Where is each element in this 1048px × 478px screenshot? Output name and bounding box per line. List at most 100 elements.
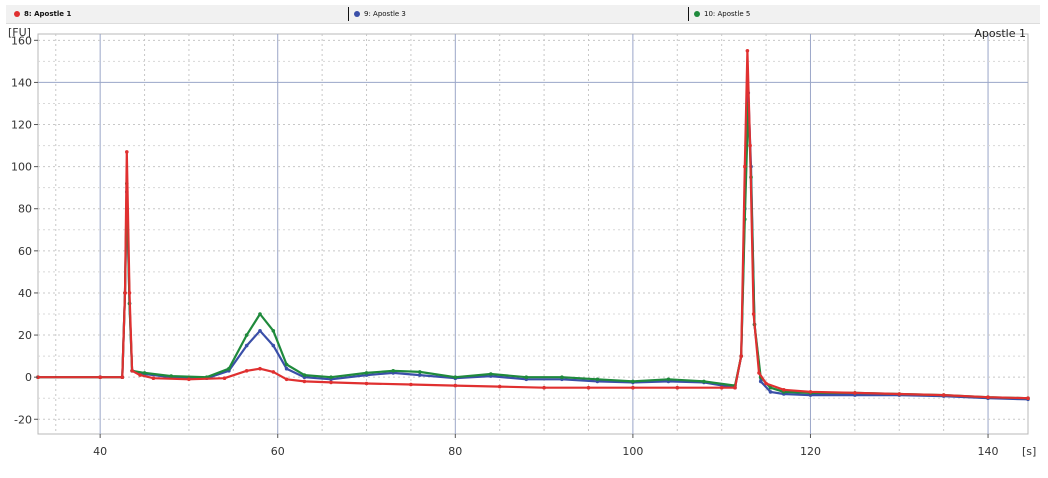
x-tick-label: 100 (622, 445, 643, 458)
data-point (138, 373, 142, 377)
data-point (130, 369, 134, 373)
tab-separator (348, 7, 349, 21)
data-point (748, 143, 752, 148)
sample-tab-label: 8: Apostle 1 (24, 10, 72, 18)
x-tick-label: 80 (448, 445, 462, 458)
y-tick-label: 0 (25, 371, 32, 384)
x-tick-label: 120 (800, 445, 821, 458)
data-point (768, 390, 773, 394)
data-point (986, 395, 990, 400)
data-point (702, 379, 706, 384)
y-tick-label: 80 (18, 203, 32, 216)
data-point (733, 385, 737, 390)
data-point (271, 329, 276, 333)
data-point (758, 379, 763, 384)
data-point (418, 370, 422, 374)
sample-tab-label: 9: Apostle 3 (364, 10, 406, 18)
data-point (768, 385, 773, 390)
sample-tab-apostle-3[interactable]: 9: Apostle 3 (348, 5, 406, 23)
data-point (941, 393, 946, 397)
data-point (227, 366, 231, 371)
data-point (142, 371, 147, 375)
y-tick-label: 20 (18, 329, 32, 342)
data-point (542, 385, 546, 390)
sample-tab-apostle-1[interactable]: 8: Apostle 1 (14, 5, 71, 23)
data-point (719, 385, 724, 390)
data-point (764, 381, 768, 386)
y-tick-label: -20 (14, 413, 32, 426)
data-point (745, 49, 750, 53)
data-point (595, 377, 600, 382)
y-tick-label: 140 (11, 76, 32, 89)
data-point (284, 362, 289, 367)
data-point (127, 291, 132, 295)
data-point (244, 369, 249, 373)
y-tick-label: 60 (18, 245, 32, 258)
data-point (391, 369, 396, 373)
green-marker-icon (694, 11, 700, 17)
data-point (329, 375, 333, 380)
data-point (258, 329, 262, 333)
data-point (258, 312, 262, 316)
data-point (302, 379, 307, 384)
data-point (453, 375, 458, 380)
data-point (271, 370, 276, 374)
data-point (489, 372, 493, 376)
data-point (418, 373, 422, 377)
data-point (120, 375, 125, 380)
axes-group: -20 0 20 40 60 80 100 120 140 160 40 60 80 100 120 140 (11, 34, 999, 458)
data-point (284, 377, 289, 382)
data-point (524, 375, 529, 380)
data-point (666, 377, 671, 382)
data-point (631, 385, 635, 390)
data-point (364, 371, 369, 375)
data-point (739, 354, 743, 358)
data-point (853, 391, 857, 395)
data-point (187, 377, 191, 382)
x-tick-label: 60 (271, 445, 285, 458)
data-point (586, 385, 591, 390)
data-point (631, 379, 635, 384)
data-point (453, 383, 458, 388)
data-point (284, 366, 289, 371)
data-point (258, 366, 262, 371)
tab-separator (688, 7, 689, 21)
data-point (897, 392, 902, 396)
data-point (271, 343, 276, 348)
y-tick-label: 100 (11, 161, 32, 174)
y-tick-label: 160 (11, 34, 32, 47)
data-point (169, 374, 173, 378)
y-tick-label: 40 (18, 287, 32, 300)
data-point (560, 375, 564, 380)
data-point (222, 376, 227, 381)
data-point (782, 388, 786, 392)
data-point (751, 312, 756, 316)
data-point (497, 384, 502, 389)
data-point (302, 373, 307, 377)
x-tick-label: 140 (978, 445, 999, 458)
data-point (675, 385, 680, 390)
data-point (151, 376, 156, 381)
grid-lines (37, 33, 1029, 435)
y-axis-label: [FU] (8, 26, 31, 39)
sample-tab-bar: 8: Apostle 1 9: Apostle 3 10: Apostle 5 (6, 5, 1040, 24)
y-tick-label: 120 (11, 119, 32, 132)
series-group (36, 49, 1030, 402)
x-tick-label: 40 (93, 445, 107, 458)
data-point (244, 343, 249, 348)
chart-title: Apostle 1 (974, 27, 1026, 40)
data-point (98, 375, 102, 380)
plot-area (37, 33, 1029, 435)
sample-tab-apostle-5[interactable]: 10: Apostle 5 (688, 5, 750, 23)
data-point (808, 390, 813, 394)
data-point (757, 371, 761, 375)
data-point (329, 380, 333, 385)
red-marker-icon (14, 11, 20, 17)
data-point (244, 333, 249, 337)
data-point (743, 164, 747, 169)
data-point (364, 381, 369, 386)
data-point (123, 291, 127, 295)
data-point (1026, 396, 1030, 401)
data-point (125, 150, 129, 154)
